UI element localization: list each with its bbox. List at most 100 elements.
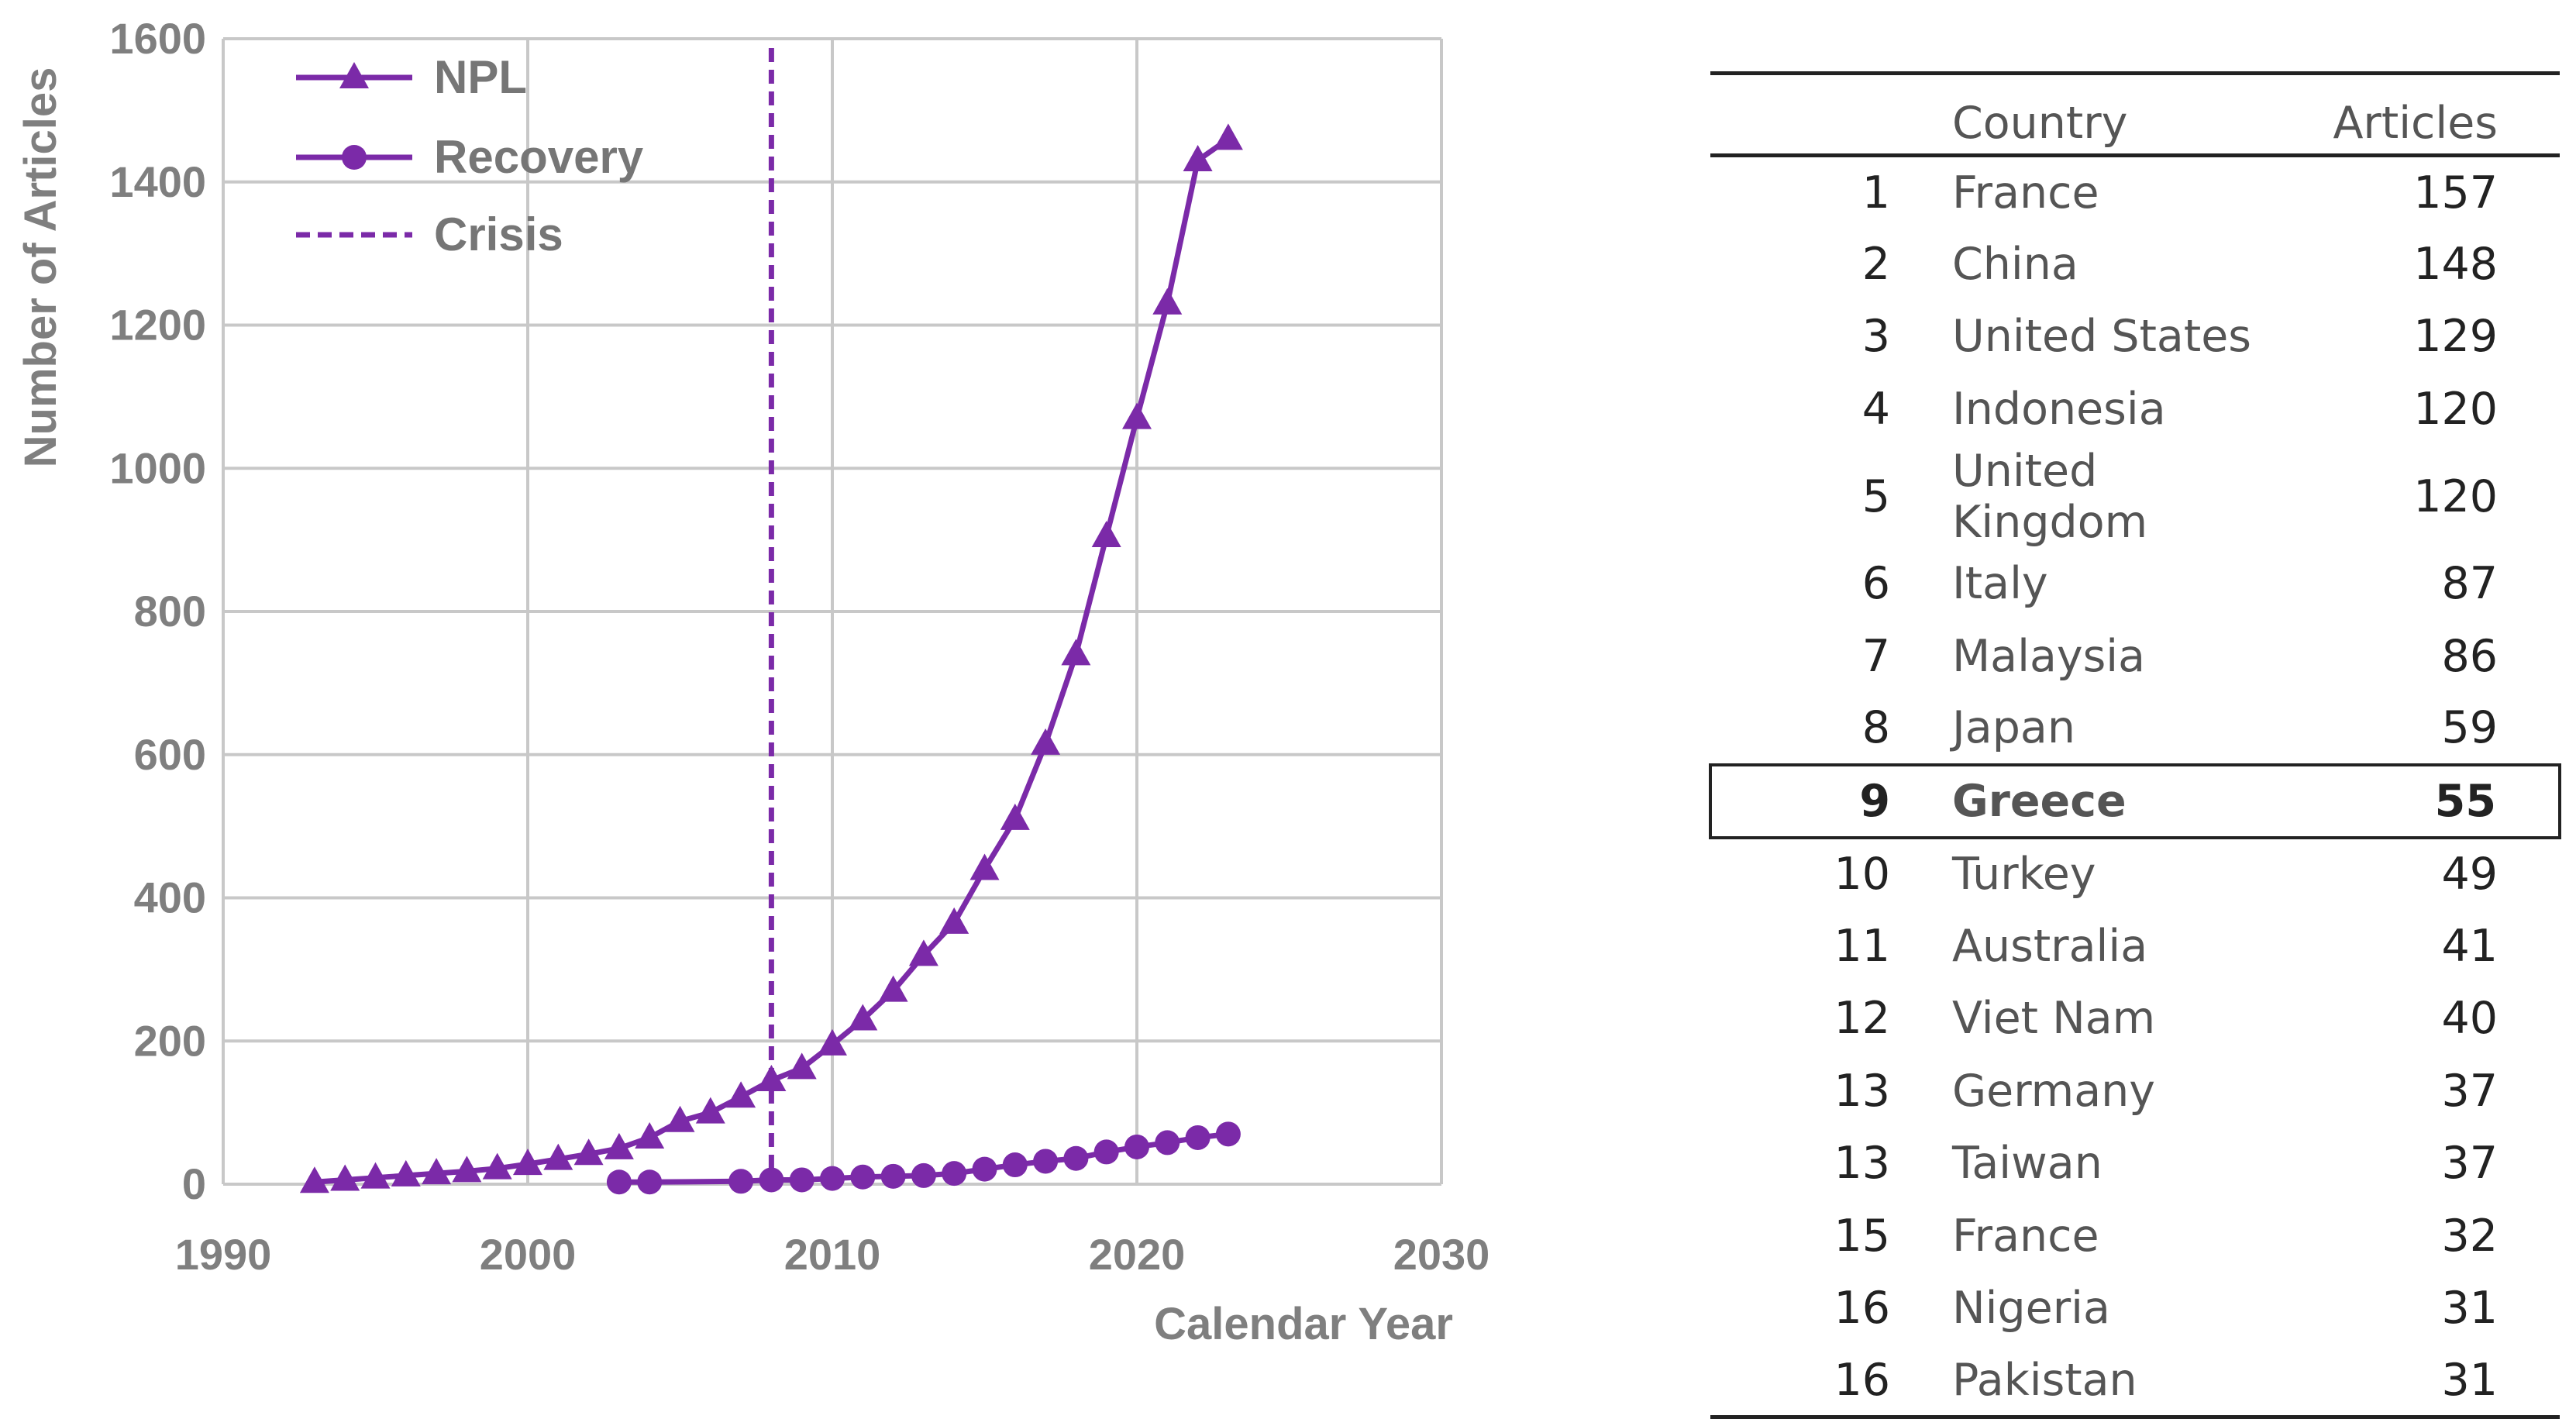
country-cell: Pakistan bbox=[1921, 1345, 2302, 1419]
table-row: 5 United Kingdom 120 bbox=[1710, 446, 2560, 548]
rank-cell: 4 bbox=[1861, 383, 1890, 435]
country-cell: China bbox=[1952, 238, 2078, 290]
articles-cell: 31 bbox=[2302, 1345, 2560, 1419]
y-tick-label: 200 bbox=[134, 1016, 206, 1065]
line-chart: 0 200 400 600 800 1000 1200 1400 1600 1990 2000 201… bbox=[15, 14, 1489, 1349]
table-row: 2 China 148 bbox=[1710, 228, 2560, 301]
recovery-point bbox=[1093, 1139, 1119, 1165]
rank-cell: 16 bbox=[1710, 1345, 1921, 1419]
legend-recovery-label: Recovery bbox=[434, 131, 644, 183]
y-tick-label: 1400 bbox=[109, 157, 206, 206]
table-row: 3 United States 129 bbox=[1710, 301, 2560, 374]
rank-cell: 11 bbox=[1834, 920, 1890, 972]
rank-cell: 10 bbox=[1834, 849, 1890, 901]
y-tick-label: 1000 bbox=[109, 443, 206, 492]
rank-cell: 15 bbox=[1834, 1210, 1890, 1262]
y-tick-label: 800 bbox=[134, 587, 206, 635]
npl-point bbox=[452, 1156, 482, 1183]
x-tick-label: 2000 bbox=[480, 1230, 577, 1279]
legend-npl-marker bbox=[339, 62, 369, 88]
recovery-point bbox=[911, 1162, 936, 1188]
npl-point bbox=[908, 939, 938, 966]
rank-cell: 12 bbox=[1834, 993, 1890, 1045]
header-country: Country bbox=[1921, 71, 2302, 157]
x-tick-label: 2020 bbox=[1089, 1230, 1186, 1279]
recovery-point bbox=[1033, 1149, 1059, 1174]
country-cell: Nigeria bbox=[1952, 1283, 2110, 1335]
npl-point bbox=[299, 1166, 329, 1193]
recovery-point bbox=[606, 1169, 632, 1195]
country-cell: Malaysia bbox=[1952, 630, 2146, 682]
table-row: 4 Indonesia 120 bbox=[1710, 373, 2560, 446]
table-row: 7 Malaysia 86 bbox=[1710, 620, 2560, 693]
articles-cell: 59 bbox=[2441, 702, 2498, 754]
country-cell: Germany bbox=[1952, 1065, 2155, 1117]
country-cell: France bbox=[1952, 1210, 2099, 1262]
legend-npl-label: NPL bbox=[434, 51, 527, 103]
country-cell: France bbox=[1952, 167, 2099, 219]
rank-cell: 13 bbox=[1834, 1065, 1890, 1117]
articles-cell: 120 bbox=[2413, 470, 2498, 522]
npl-point bbox=[787, 1052, 817, 1080]
articles-cell: 32 bbox=[2441, 1210, 2498, 1262]
rank-cell: 7 bbox=[1861, 630, 1890, 682]
articles-cell: 157 bbox=[2413, 167, 2498, 219]
npl-point bbox=[878, 975, 908, 1002]
table-row: 1 France 157 bbox=[1710, 156, 2560, 229]
table-header-row: Country Articles bbox=[1710, 71, 2560, 157]
rank-cell: 5 bbox=[1861, 470, 1890, 522]
articles-cell: 49 bbox=[2441, 849, 2498, 901]
rank-cell: 16 bbox=[1834, 1283, 1890, 1335]
recovery-point bbox=[728, 1169, 754, 1194]
npl-point bbox=[756, 1065, 787, 1092]
articles-cell: 87 bbox=[2441, 558, 2498, 610]
npl-point bbox=[1183, 145, 1213, 172]
npl-point bbox=[604, 1132, 634, 1159]
y-tick-label: 1600 bbox=[109, 14, 206, 63]
npl-point bbox=[1152, 288, 1183, 315]
chart-svg: 0 200 400 600 800 1000 1200 1400 1600 1990 2000 201… bbox=[15, 14, 1489, 1349]
npl-point bbox=[1122, 402, 1152, 429]
recovery-point bbox=[759, 1167, 784, 1193]
articles-cell: 40 bbox=[2441, 993, 2498, 1045]
npl-point bbox=[482, 1152, 512, 1180]
table-row: 11 Australia 41 bbox=[1710, 910, 2560, 983]
npl-point bbox=[513, 1149, 542, 1176]
recovery-point bbox=[1215, 1121, 1241, 1147]
table-row-highlighted: 9 Greece 55 bbox=[1709, 763, 2561, 839]
country-cell: Viet Nam bbox=[1952, 993, 2156, 1045]
recovery-point bbox=[1063, 1145, 1089, 1171]
articles-cell: 120 bbox=[2413, 383, 2498, 435]
country-cell: Italy bbox=[1952, 558, 2048, 610]
recovery-point bbox=[1155, 1130, 1180, 1156]
country-articles-table: Country Articles 1 France 157 2 China 148 3 Uni… bbox=[1709, 71, 2561, 1419]
articles-cell: 41 bbox=[2441, 920, 2498, 972]
y-axis-title: Number of Articles bbox=[15, 67, 66, 468]
table-row: 16 Pakistan 31 bbox=[1710, 1345, 2560, 1419]
rank-cell: 1 bbox=[1861, 167, 1890, 219]
x-axis-title: Calendar Year bbox=[1154, 1299, 1453, 1349]
country-articles-table-wrap: Country Articles 1 France 157 2 China 148 3 Uni… bbox=[1709, 71, 2561, 1419]
npl-point bbox=[1091, 521, 1121, 548]
articles-cell: 31 bbox=[2441, 1283, 2498, 1335]
articles-cell: 37 bbox=[2441, 1138, 2498, 1190]
recovery-point bbox=[972, 1156, 997, 1182]
table-row: 12 Viet Nam 40 bbox=[1710, 983, 2560, 1056]
npl-point bbox=[635, 1121, 665, 1149]
header-articles: Articles bbox=[2302, 71, 2560, 157]
table-row: 13 Germany 37 bbox=[1710, 1055, 2560, 1128]
recovery-point bbox=[1185, 1125, 1211, 1150]
npl-point bbox=[939, 907, 969, 934]
table-row: 8 Japan 59 bbox=[1710, 693, 2560, 766]
legend-recovery-marker bbox=[342, 145, 367, 170]
table-row: 13 Taiwan 37 bbox=[1710, 1128, 2560, 1200]
y-tick-label: 0 bbox=[182, 1159, 206, 1208]
rank-cell: 13 bbox=[1834, 1138, 1890, 1190]
recovery-point bbox=[850, 1164, 876, 1190]
country-cell: Australia bbox=[1952, 920, 2148, 972]
country-cell: United States bbox=[1952, 311, 2251, 363]
articles-cell: 55 bbox=[2302, 763, 2561, 839]
npl-point bbox=[695, 1097, 725, 1124]
articles-cell: 37 bbox=[2441, 1065, 2498, 1117]
npl-point bbox=[969, 853, 1000, 880]
